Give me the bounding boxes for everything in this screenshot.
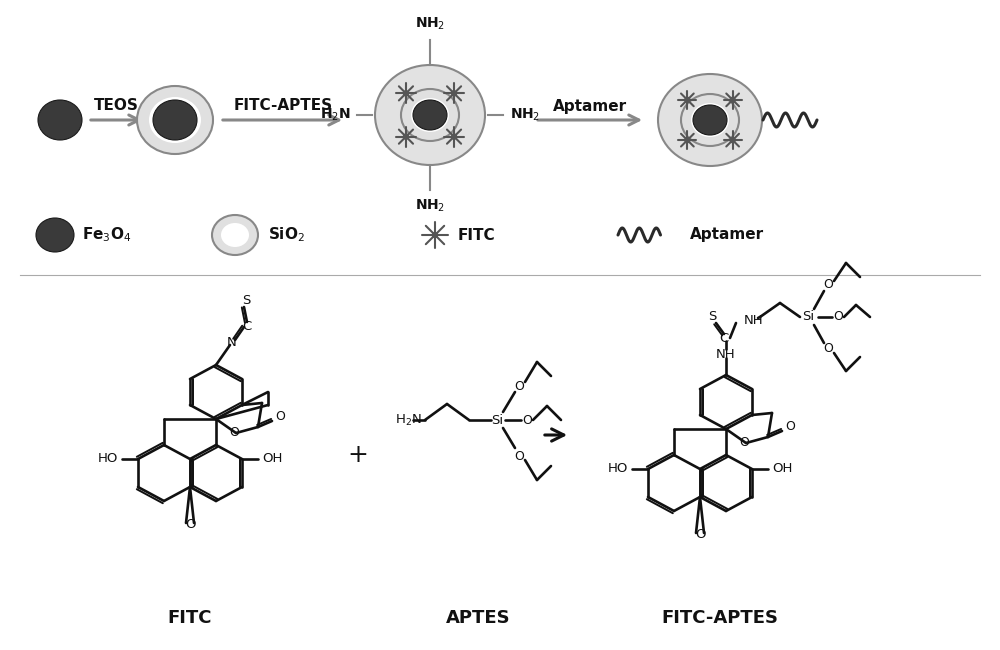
Text: O: O bbox=[823, 343, 833, 356]
Text: O: O bbox=[739, 437, 749, 450]
Text: H$_2$N: H$_2$N bbox=[320, 107, 350, 124]
Ellipse shape bbox=[658, 74, 762, 166]
Circle shape bbox=[452, 134, 457, 139]
Ellipse shape bbox=[681, 94, 739, 146]
Text: NH$_2$: NH$_2$ bbox=[415, 198, 445, 214]
Text: +: + bbox=[348, 443, 368, 467]
Ellipse shape bbox=[153, 100, 197, 140]
Text: O: O bbox=[275, 411, 285, 424]
Text: O: O bbox=[823, 278, 833, 291]
Text: Aptamer: Aptamer bbox=[553, 99, 627, 114]
Circle shape bbox=[432, 233, 438, 237]
Ellipse shape bbox=[221, 223, 249, 247]
Ellipse shape bbox=[375, 65, 485, 165]
Text: TEOS: TEOS bbox=[94, 99, 138, 114]
Circle shape bbox=[403, 91, 408, 96]
Text: Si: Si bbox=[802, 311, 814, 324]
Ellipse shape bbox=[691, 103, 729, 137]
Text: Aptamer: Aptamer bbox=[690, 227, 764, 242]
Text: FITC-APTES: FITC-APTES bbox=[233, 99, 333, 114]
Ellipse shape bbox=[413, 100, 447, 130]
Ellipse shape bbox=[693, 105, 727, 135]
Text: FITC: FITC bbox=[168, 609, 212, 627]
Text: C: C bbox=[719, 332, 729, 344]
Ellipse shape bbox=[38, 100, 82, 140]
Text: SiO$_2$: SiO$_2$ bbox=[268, 226, 305, 244]
Circle shape bbox=[685, 138, 690, 142]
Ellipse shape bbox=[411, 98, 449, 132]
Ellipse shape bbox=[36, 218, 74, 252]
Text: NH$_2$: NH$_2$ bbox=[415, 16, 445, 32]
Text: HO: HO bbox=[608, 463, 628, 476]
Text: O: O bbox=[695, 528, 705, 541]
Text: NH$_2$: NH$_2$ bbox=[510, 107, 540, 124]
Text: O: O bbox=[514, 450, 524, 463]
Ellipse shape bbox=[401, 89, 459, 141]
Text: O: O bbox=[514, 380, 524, 393]
Text: HO: HO bbox=[98, 452, 118, 465]
Text: H$_2$N: H$_2$N bbox=[395, 413, 422, 428]
Circle shape bbox=[685, 98, 690, 102]
Text: O: O bbox=[833, 311, 843, 324]
Ellipse shape bbox=[137, 86, 213, 154]
Text: Si: Si bbox=[491, 413, 503, 426]
Text: NH: NH bbox=[744, 313, 764, 326]
Text: FITC-APTES: FITC-APTES bbox=[662, 609, 778, 627]
Text: S: S bbox=[708, 311, 716, 324]
Ellipse shape bbox=[149, 97, 201, 143]
Circle shape bbox=[730, 98, 735, 102]
Circle shape bbox=[730, 138, 735, 142]
Text: NH: NH bbox=[716, 348, 736, 361]
Text: OH: OH bbox=[772, 463, 792, 476]
Text: O: O bbox=[229, 426, 239, 439]
Text: O: O bbox=[522, 413, 532, 426]
Text: O: O bbox=[185, 519, 195, 532]
Text: O: O bbox=[785, 421, 795, 434]
Text: C: C bbox=[242, 320, 252, 333]
Circle shape bbox=[403, 134, 408, 139]
Ellipse shape bbox=[212, 215, 258, 255]
Text: FITC: FITC bbox=[458, 227, 496, 242]
Text: N: N bbox=[227, 337, 237, 350]
Text: Fe$_3$O$_4$: Fe$_3$O$_4$ bbox=[82, 226, 131, 244]
Text: OH: OH bbox=[262, 452, 282, 465]
Text: APTES: APTES bbox=[446, 609, 510, 627]
Text: S: S bbox=[242, 294, 250, 307]
Circle shape bbox=[452, 91, 457, 96]
